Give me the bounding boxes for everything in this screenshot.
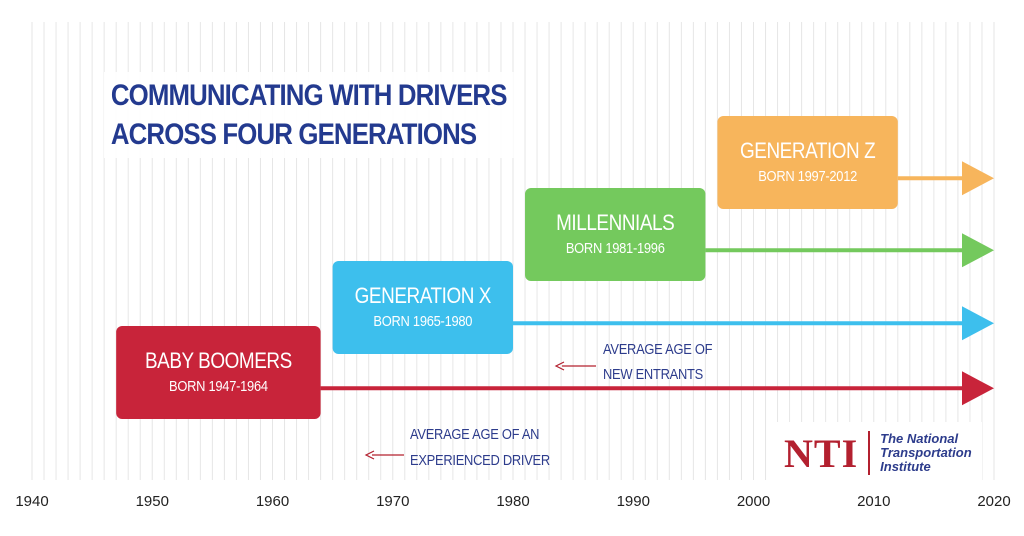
arrow-head (962, 371, 994, 406)
nti-logo: NTI The National Transportation Institut… (768, 422, 982, 484)
annotation-line-2: EXPERIENCED DRIVER (410, 451, 550, 468)
bar-title: GENERATION Z (740, 139, 875, 164)
logo-text: The National Transportation Institute (880, 432, 972, 474)
x-tick-label: 1990 (617, 493, 650, 510)
arrow-head (962, 161, 994, 196)
annotation-line-1: AVERAGE AGE OF (603, 340, 712, 357)
annotation-arrow-head (554, 361, 565, 371)
x-tick-label: 2010 (857, 493, 890, 510)
title-line-2: ACROSS FOUR GENERATIONS (110, 118, 477, 151)
arrow-head (962, 233, 994, 268)
x-axis: 1940 1950 1960 1970 1980 1990 2000 2010 2020 (15, 493, 1010, 510)
x-tick-label: 1950 (136, 493, 169, 510)
bar-title: GENERATION X (355, 284, 492, 309)
logo-divider (868, 431, 871, 475)
bar-label: BORN 1965-1980 (373, 312, 472, 329)
x-tick-label: 1940 (15, 493, 48, 510)
annotation-line-2: NEW ENTRANTS (603, 365, 703, 382)
generation-bar (717, 116, 898, 209)
annotation-line-1: AVERAGE AGE OF AN (410, 425, 539, 442)
bar-label: BORN 1997-2012 (758, 167, 857, 184)
generation-bar (116, 326, 321, 419)
x-tick-label: 1980 (496, 493, 529, 510)
bar-title: MILLENNIALS (556, 211, 674, 236)
arrows (320, 161, 994, 406)
generation-bar (525, 188, 706, 281)
x-tick-label: 2020 (977, 493, 1010, 510)
generation-bars: BABY BOOMERS BORN 1947-1964 GENERATION X BO… (116, 116, 898, 419)
x-tick-label: 1970 (376, 493, 409, 510)
chart-title: COMMUNICATING WITH DRIVERS ACROSS FOUR G… (104, 72, 514, 158)
x-tick-label: 2000 (737, 493, 770, 510)
logo-line-1: The National (880, 431, 959, 446)
arrow-head (962, 306, 994, 341)
logo-mark: NTI (784, 430, 859, 476)
bar-label: BORN 1947-1964 (169, 377, 268, 394)
logo-line-2: Transportation (880, 445, 972, 460)
annotations: AVERAGE AGE OF NEW ENTRANTS AVERAGE AGE OF… (364, 340, 713, 468)
generation-bar (332, 261, 513, 354)
x-tick-label: 1960 (256, 493, 289, 510)
logo-line-3: Institute (880, 459, 931, 474)
bar-title: BABY BOOMERS (145, 349, 292, 374)
annotation-arrow-head (364, 450, 375, 460)
bar-label: BORN 1981-1996 (566, 239, 665, 256)
title-line-1: COMMUNICATING WITH DRIVERS (110, 79, 508, 112)
